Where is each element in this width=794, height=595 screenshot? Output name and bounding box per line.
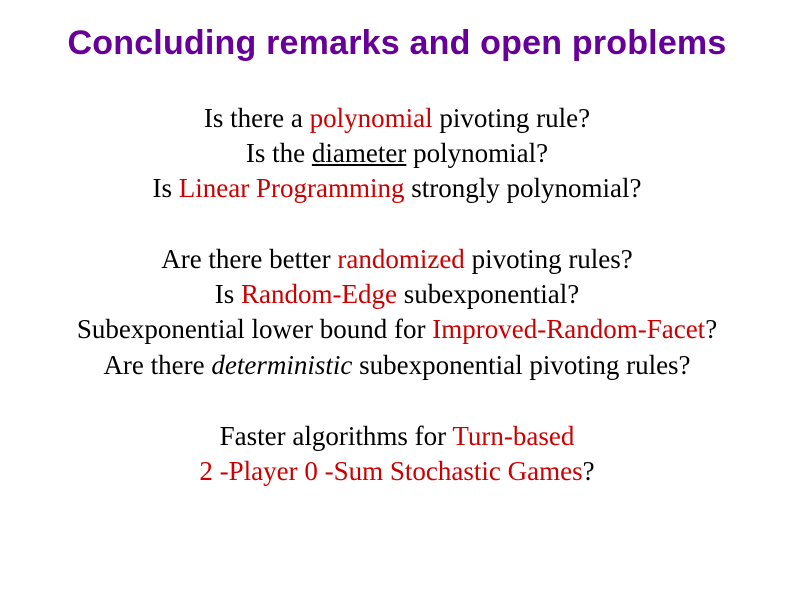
text: subexponential pivoting rules? xyxy=(352,350,690,380)
text: Is xyxy=(153,173,179,203)
q1-line1: Is there a polynomial pivoting rule? xyxy=(0,101,794,136)
highlight-randomized: randomized xyxy=(337,244,464,274)
text: Is there a xyxy=(204,103,310,133)
text: ? xyxy=(583,456,595,486)
question-block-1: Is there a polynomial pivoting rule? Is … xyxy=(0,101,794,206)
q2-line2: Is Random-Edge subexponential? xyxy=(0,277,794,312)
italic-deterministic: deterministic xyxy=(211,350,352,380)
text: Are there better xyxy=(161,244,337,274)
q1-line2: Is the diameter polynomial? xyxy=(0,136,794,171)
q1-line3: Is Linear Programming strongly polynomia… xyxy=(0,171,794,206)
question-block-2: Are there better randomized pivoting rul… xyxy=(0,242,794,382)
q2-line4: Are there deterministic subexponential p… xyxy=(0,348,794,383)
highlight-2player-0sum: 2 -Player 0 -Sum xyxy=(199,456,383,486)
question-block-3: Faster algorithms for Turn-based 2 -Play… xyxy=(0,419,794,489)
text: Is xyxy=(215,279,241,309)
text: subexponential? xyxy=(397,279,579,309)
text: Is the xyxy=(246,138,312,168)
text: pivoting rules? xyxy=(465,244,633,274)
text: Subexponential lower bound for xyxy=(77,314,432,344)
underline-diameter: diameter xyxy=(312,138,406,168)
slide-title: Concluding remarks and open problems xyxy=(0,24,794,63)
text: strongly polynomial? xyxy=(404,173,641,203)
text: pivoting rule? xyxy=(433,103,590,133)
highlight-random-edge: Random-Edge xyxy=(241,279,397,309)
highlight-stochastic-games: Stochastic Games xyxy=(390,456,583,486)
highlight-turn-based: Turn-based xyxy=(452,421,574,451)
slide: Concluding remarks and open problems Is … xyxy=(0,0,794,595)
text: Faster algorithms for xyxy=(220,421,453,451)
q3-line1: Faster algorithms for Turn-based xyxy=(0,419,794,454)
text xyxy=(383,456,390,486)
highlight-linear-programming: Linear Programming xyxy=(179,173,405,203)
q3-line2: 2 -Player 0 -Sum Stochastic Games? xyxy=(0,454,794,489)
highlight-polynomial: polynomial xyxy=(310,103,433,133)
text: Are there xyxy=(103,350,211,380)
q2-line3: Subexponential lower bound for Improved-… xyxy=(0,312,794,347)
highlight-improved-random-facet: Improved-Random-Facet xyxy=(432,314,705,344)
q2-line1: Are there better randomized pivoting rul… xyxy=(0,242,794,277)
text: polynomial? xyxy=(406,138,548,168)
text: ? xyxy=(705,314,717,344)
